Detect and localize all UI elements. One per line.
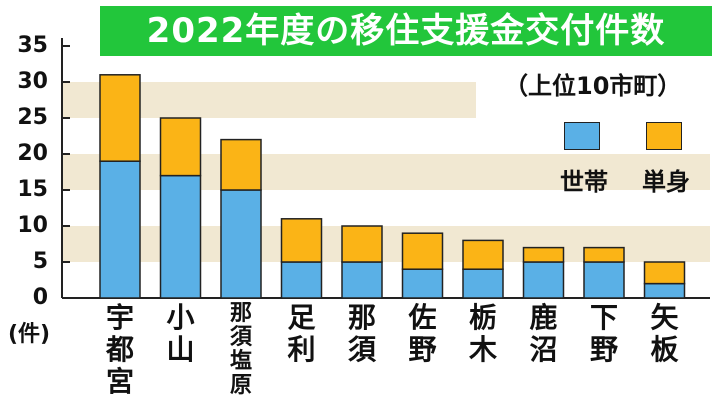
bar-segment-single — [522, 246, 565, 263]
y-tick-label: 0 — [32, 285, 48, 310]
bar-segment-household — [401, 268, 444, 299]
bar-segment-household — [462, 268, 504, 299]
bar-segment-single — [643, 261, 686, 285]
x-category-label: 那須塩原 — [229, 301, 252, 398]
x-category-label: 佐野 — [408, 301, 437, 366]
chart-title: 2022年度の移住支援金交付件数 — [100, 6, 712, 56]
x-category-label: 那須 — [347, 301, 376, 366]
y-tick-label: 30 — [17, 69, 48, 94]
bar-segment-single — [462, 239, 504, 270]
bar-segment-single — [341, 225, 383, 263]
legend-swatch-household — [564, 122, 600, 150]
chart-subtitle: （上位10市町） — [504, 72, 682, 100]
x-category-label: 足利 — [287, 301, 316, 366]
x-category-label: 宇都宮 — [105, 301, 134, 398]
legend-swatch-single — [646, 122, 682, 150]
y-tick-label: 15 — [17, 177, 48, 202]
bar-segment-single — [401, 232, 444, 270]
bar-segment-household — [280, 261, 323, 299]
legend-label-single: 単身 — [642, 168, 690, 196]
y-tick-label: 35 — [17, 33, 48, 58]
y-tick-label: 5 — [32, 249, 48, 274]
bar-segment-household — [159, 174, 202, 299]
y-tick-label: 10 — [17, 213, 48, 238]
x-category-label: 下野 — [589, 301, 618, 366]
bar-segment-household — [220, 189, 262, 299]
bar-segment-single — [99, 74, 141, 162]
x-category-label: 鹿沼 — [529, 301, 558, 366]
bar-segment-single — [220, 138, 262, 191]
bar-segment-household — [522, 261, 565, 299]
bar-segment-household — [583, 261, 625, 299]
bar-segment-household — [341, 261, 383, 299]
legend: 世帯 単身 — [560, 118, 710, 198]
y-axis-unit-label: (件) — [8, 322, 51, 347]
x-category-label: 矢板 — [650, 301, 679, 366]
bar-segment-single — [583, 246, 625, 263]
legend-label-household: 世帯 — [560, 168, 608, 196]
bar-segment-single — [280, 218, 323, 263]
x-category-label: 小山 — [166, 301, 195, 366]
y-tick-label: 25 — [17, 105, 48, 130]
y-tick-label: 20 — [17, 141, 48, 166]
bar-segment-household — [99, 160, 141, 299]
bar-segment-household — [643, 282, 686, 299]
bar-segment-single — [159, 117, 202, 177]
x-category-label: 栃木 — [468, 301, 497, 366]
